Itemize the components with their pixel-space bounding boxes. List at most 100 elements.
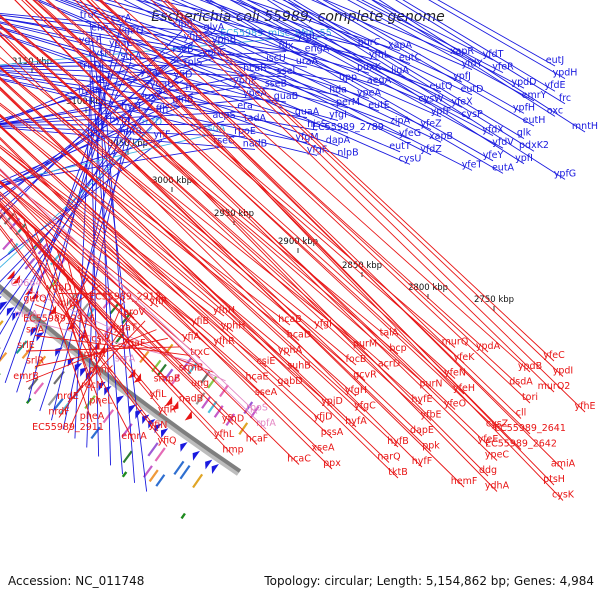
gene-label[interactable]: hcaB	[278, 314, 302, 325]
gene-label[interactable]: rseC	[213, 135, 235, 146]
gene-label[interactable]: era	[237, 101, 253, 112]
gene-label[interactable]: yfhL	[369, 50, 390, 61]
gene-label[interactable]: ssdA	[203, 123, 226, 134]
gene-label[interactable]: hyfA	[345, 416, 367, 427]
gene-label[interactable]: yfeK	[453, 352, 475, 363]
gene-label[interactable]: nadB	[179, 394, 203, 405]
gene-label[interactable]: cysU	[399, 153, 422, 164]
gene-label[interactable]: csiR	[91, 334, 111, 345]
gene-label[interactable]: srlE	[17, 340, 35, 351]
gene-label[interactable]: hyfE	[412, 394, 433, 405]
gene-label[interactable]: pdxK	[357, 62, 382, 73]
gene-label[interactable]: nadB	[243, 138, 267, 149]
gene-label[interactable]: nrdF	[48, 407, 69, 418]
gene-label[interactable]: amiA	[551, 459, 576, 470]
gene-label[interactable]: ypdH	[553, 68, 578, 79]
gene-label[interactable]: EC55989_2642	[485, 439, 557, 450]
gene-label[interactable]: cysH	[89, 48, 112, 59]
gene-label[interactable]: hcaD	[287, 330, 311, 341]
gene-label[interactable]: yfeY	[483, 150, 504, 161]
gene-label[interactable]: yfbE	[421, 410, 442, 421]
gene-label[interactable]: smpA	[79, 349, 106, 360]
gene-label[interactable]: eutT	[389, 141, 411, 152]
gene-label[interactable]: EC55989_2912	[89, 292, 161, 303]
gene-label[interactable]: rpoS	[246, 403, 268, 414]
gene-label[interactable]: yfeZ	[420, 119, 442, 130]
gene-label[interactable]: rplS	[184, 57, 203, 68]
gene-label[interactable]: iscU	[266, 53, 286, 64]
gene-label[interactable]: ygaT	[113, 323, 136, 334]
gene-label[interactable]: hda	[329, 84, 347, 95]
gene-label[interactable]: hisS	[307, 119, 327, 130]
gene-label[interactable]: mltB	[57, 298, 79, 309]
gene-label[interactable]: yfdE	[545, 80, 566, 91]
gene-label[interactable]: yfeH	[453, 383, 475, 394]
gene-label[interactable]: ygaE	[140, 66, 163, 77]
gene-label[interactable]: pheL	[89, 396, 113, 407]
gene-label[interactable]: eutJ	[546, 55, 564, 66]
gene-label[interactable]: EC55989_2916	[23, 314, 95, 325]
gene-label[interactable]: ygaD	[47, 283, 72, 294]
gene-label[interactable]: rpoE	[234, 126, 256, 137]
gene-label[interactable]: ddg	[479, 465, 497, 476]
gene-label[interactable]: rpfA	[256, 418, 276, 429]
gene-label[interactable]: pdxK2	[519, 140, 549, 151]
gene-label[interactable]: dapE	[410, 425, 434, 436]
gene-label[interactable]: yfeG	[399, 128, 421, 139]
gene-label[interactable]: glk	[517, 128, 532, 139]
gene-label[interactable]: ypfJ	[453, 71, 471, 82]
gene-label[interactable]: murQ2	[538, 381, 571, 392]
gene-label[interactable]: yfiQ	[157, 436, 176, 447]
gene-label[interactable]: yfgC	[354, 401, 376, 412]
gene-label[interactable]: srlR	[26, 356, 44, 367]
gene-label[interactable]: gcvR	[353, 370, 377, 381]
gene-label[interactable]: yfgF	[307, 144, 327, 155]
gene-label[interactable]: ppnK	[89, 365, 114, 376]
gene-label[interactable]: ypfG	[554, 168, 576, 179]
gene-label[interactable]: ydhA	[485, 481, 510, 492]
gene-label[interactable]: ygcF	[79, 35, 101, 46]
gene-label[interactable]: yfdX	[482, 125, 504, 136]
gene-label[interactable]: eutA	[492, 162, 515, 173]
gene-label[interactable]: nrdE	[57, 391, 79, 402]
gene-label[interactable]: yfgM	[295, 132, 318, 143]
gene-label[interactable]: eutQ	[429, 81, 452, 92]
gene-label[interactable]: yfiN	[149, 420, 168, 431]
gene-label[interactable]: eutH	[523, 115, 546, 126]
gene-label[interactable]: suhB	[287, 361, 311, 372]
gene-label[interactable]: emrB	[13, 371, 39, 382]
gene-label[interactable]: hcaF	[246, 434, 269, 445]
gene-label[interactable]: gabD	[277, 376, 302, 387]
gene-label[interactable]: purC	[358, 37, 381, 48]
gene-label[interactable]: yfiL	[150, 389, 168, 400]
gene-label[interactable]: pheA	[80, 411, 105, 422]
gene-label[interactable]: glyA	[204, 22, 225, 33]
gene-label[interactable]: yphA	[278, 345, 303, 356]
gene-label[interactable]: yfhR	[213, 336, 235, 347]
gene-label[interactable]: csiE	[257, 356, 276, 367]
gene-label[interactable]: hyfB	[387, 436, 409, 447]
gene-label[interactable]: EC55989_2641	[494, 423, 566, 434]
gene-label[interactable]: yfeC	[543, 350, 565, 361]
gene-label[interactable]: ypdD	[512, 77, 537, 88]
gene-label[interactable]: tori	[522, 392, 538, 403]
gene-label[interactable]: hmp	[222, 445, 243, 456]
gene-label[interactable]: purN	[419, 379, 442, 390]
gene-label[interactable]: nlpB	[337, 147, 358, 158]
gene-label[interactable]: hcaE	[245, 372, 268, 383]
gene-label[interactable]: focB	[346, 354, 367, 365]
gene-label[interactable]: luxS	[142, 92, 162, 103]
gene-label[interactable]: ygaU	[150, 79, 174, 90]
gene-label[interactable]: yphB	[212, 35, 236, 46]
gene-label[interactable]: guaB	[274, 91, 298, 102]
gene-label[interactable]: micA	[14, 309, 38, 320]
gene-label[interactable]: ypeA	[243, 88, 267, 99]
gene-label[interactable]: yfiF	[153, 129, 170, 140]
gene-label[interactable]: sseB	[265, 78, 287, 89]
gene-label[interactable]: yfhD	[222, 414, 244, 425]
gene-label[interactable]: acrD	[378, 359, 400, 370]
gene-label[interactable]: talA	[380, 328, 399, 339]
gene-label[interactable]: perM	[336, 97, 360, 108]
gene-label[interactable]: ypjD	[321, 396, 343, 407]
gene-label[interactable]: recN	[81, 380, 103, 391]
